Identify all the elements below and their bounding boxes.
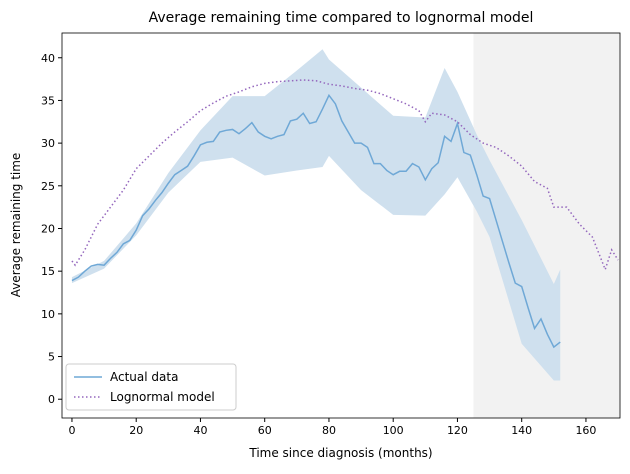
y-tick-label: 40	[41, 52, 55, 65]
series-line	[71, 93, 561, 349]
confidence-band	[71, 49, 561, 381]
y-tick-label: 30	[41, 137, 55, 150]
x-tick-label: 140	[511, 424, 532, 437]
x-tick-label: 40	[193, 424, 207, 437]
axes-frame	[61, 32, 621, 419]
y-tick-label: 35	[41, 94, 55, 107]
y-tick-label: 5	[48, 351, 55, 364]
x-tick-label: 0	[68, 424, 75, 437]
legend-label: Lognormal model	[110, 390, 215, 404]
x-tick-label: 160	[575, 424, 596, 437]
plot-area	[71, 33, 620, 418]
legend-box	[65, 363, 237, 411]
legend-label: Actual data	[110, 370, 178, 384]
chart-title: Average remaining time compared to logno…	[149, 10, 534, 26]
x-tick-label: 20	[129, 424, 143, 437]
y-tick-label: 10	[41, 308, 55, 321]
y-tick-label: 0	[48, 393, 55, 406]
x-axis-label: Time since diagnosis (months)	[248, 446, 432, 460]
y-tick-label: 15	[41, 265, 55, 278]
y-tick-label: 25	[41, 180, 55, 193]
x-tick-label: 120	[447, 424, 468, 437]
x-tick-label: 80	[322, 424, 336, 437]
y-tick-label: 20	[41, 222, 55, 235]
x-tick-label: 100	[383, 424, 404, 437]
y-axis-label: Average remaining time	[9, 153, 23, 298]
x-tick-label: 60	[258, 424, 272, 437]
